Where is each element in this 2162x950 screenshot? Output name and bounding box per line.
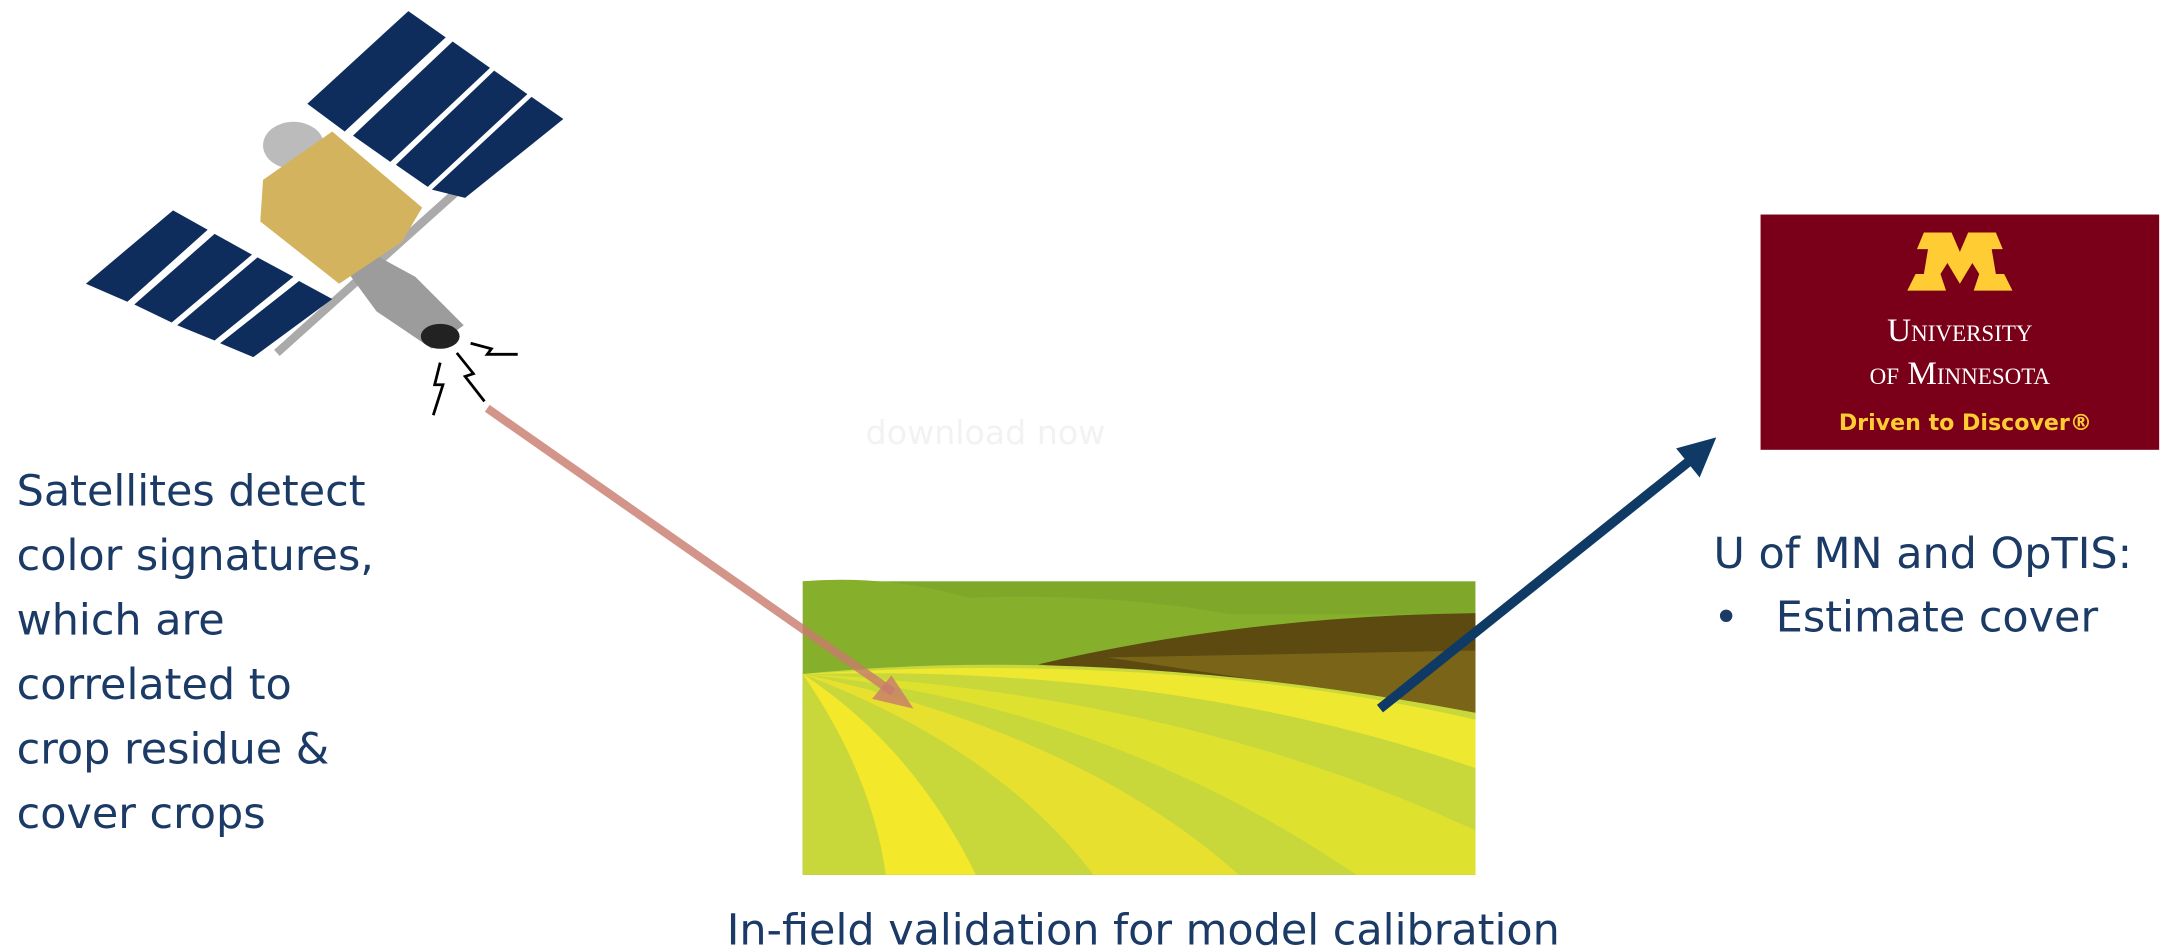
- left-text: Satellites detect color signatures, which …: [17, 467, 374, 839]
- bullet-text: Estimate cover: [1776, 593, 2099, 643]
- text-line: correlated to: [17, 660, 292, 710]
- logo-line: of Minnesota: [1870, 355, 2051, 392]
- text-line: crop residue &: [17, 725, 330, 775]
- satellite: [86, 11, 563, 415]
- right-heading: U of MN and OpTIS:: [1714, 529, 2133, 579]
- bullet-dot: •: [1714, 593, 1739, 643]
- slide: University of Minnesota Driven to Discov…: [0, 0, 2162, 950]
- logo-line: University: [1887, 312, 2033, 349]
- text-line: which are: [17, 596, 225, 646]
- text-line: color signatures,: [17, 531, 374, 581]
- watermark: download now: [866, 413, 1106, 452]
- caption: In-field validation for model calibratio…: [727, 905, 1560, 950]
- text-line: Satellites detect: [17, 467, 366, 517]
- arrow: [487, 408, 893, 692]
- bullet-list: • Estimate cover: [1714, 593, 2099, 643]
- logo-tagline: Driven to Discover®: [1839, 410, 2092, 436]
- field: [803, 580, 1476, 875]
- text-line: cover crops: [17, 789, 266, 839]
